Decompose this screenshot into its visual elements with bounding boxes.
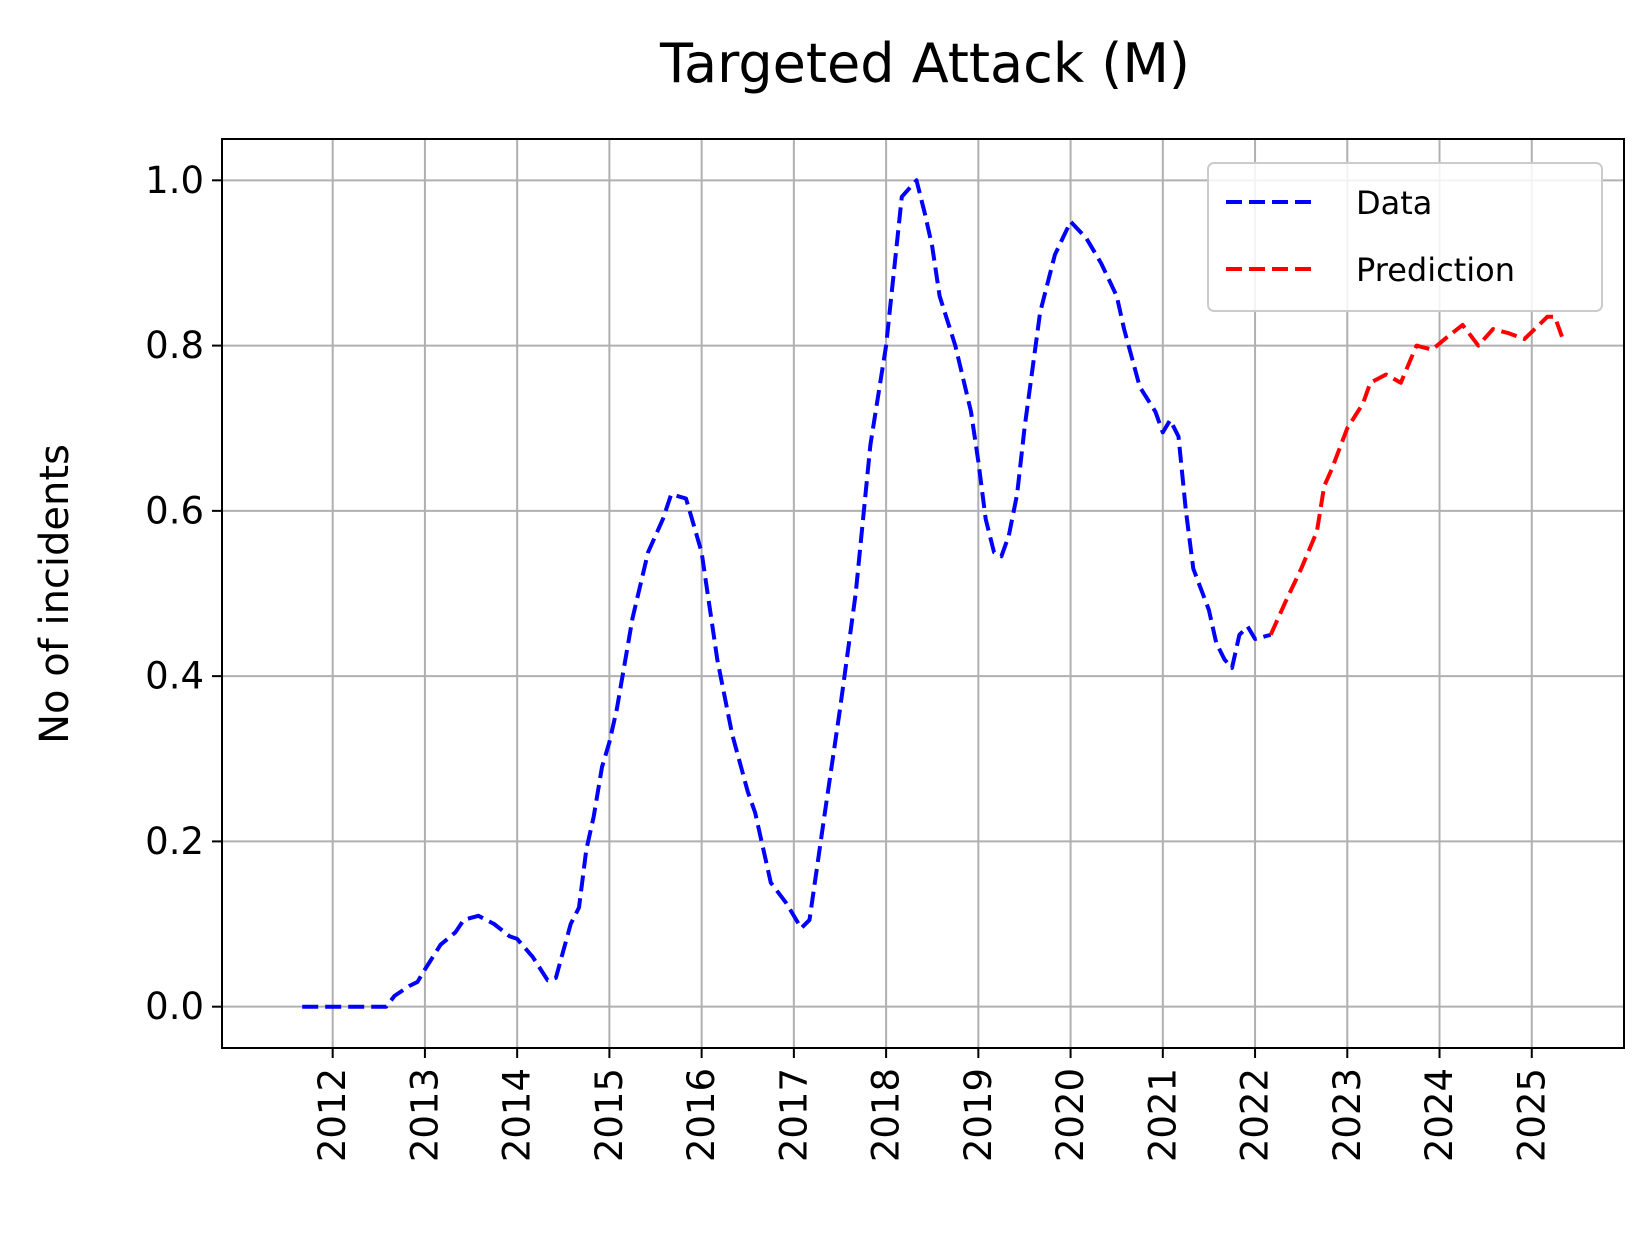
legend-label-prediction: Prediction xyxy=(1356,251,1515,289)
x-axis-ticks: 2012 2013 2014 2015 2016 2017 2018 2019 2020 2021… xyxy=(311,1048,1553,1162)
series-line-prediction xyxy=(1268,314,1565,636)
x-tick-label: 2016 xyxy=(680,1068,723,1162)
y-axis-ticks: 0.0 0.2 0.4 0.6 0.8 1.0 xyxy=(145,159,222,1028)
y-tick-label: 0.4 xyxy=(145,655,204,698)
x-tick-label: 2014 xyxy=(496,1068,539,1162)
chart-title: Targeted Attack (M) xyxy=(659,32,1190,95)
y-axis-label: No of incidents xyxy=(32,444,78,744)
x-tick-label: 2018 xyxy=(865,1068,908,1162)
x-tick-label: 2020 xyxy=(1049,1068,1092,1162)
x-tick-label: 2013 xyxy=(403,1068,446,1162)
x-tick-label: 2021 xyxy=(1141,1068,1184,1162)
y-tick-label: 0.6 xyxy=(145,489,204,532)
y-tick-label: 1.0 xyxy=(145,159,204,202)
x-tick-label: 2017 xyxy=(772,1068,815,1162)
plot-area-frame xyxy=(221,138,1625,1049)
series-line-data xyxy=(302,178,1272,1009)
x-tick-label: 2024 xyxy=(1418,1068,1461,1162)
x-tick-label: 2023 xyxy=(1326,1068,1369,1162)
series-lines xyxy=(302,178,1565,1009)
legend-label-data: Data xyxy=(1356,184,1432,222)
y-tick-label: 0.2 xyxy=(145,820,204,863)
x-tick-label: 2015 xyxy=(588,1068,631,1162)
y-tick-label: 0.8 xyxy=(145,324,204,367)
y-tick-label: 0.0 xyxy=(145,985,204,1028)
legend: Data Prediction xyxy=(1207,162,1603,312)
x-tick-label: 2019 xyxy=(957,1068,1000,1162)
x-tick-label: 2022 xyxy=(1234,1068,1277,1162)
x-tick-label: 2025 xyxy=(1510,1068,1553,1162)
x-tick-label: 2012 xyxy=(311,1068,354,1162)
